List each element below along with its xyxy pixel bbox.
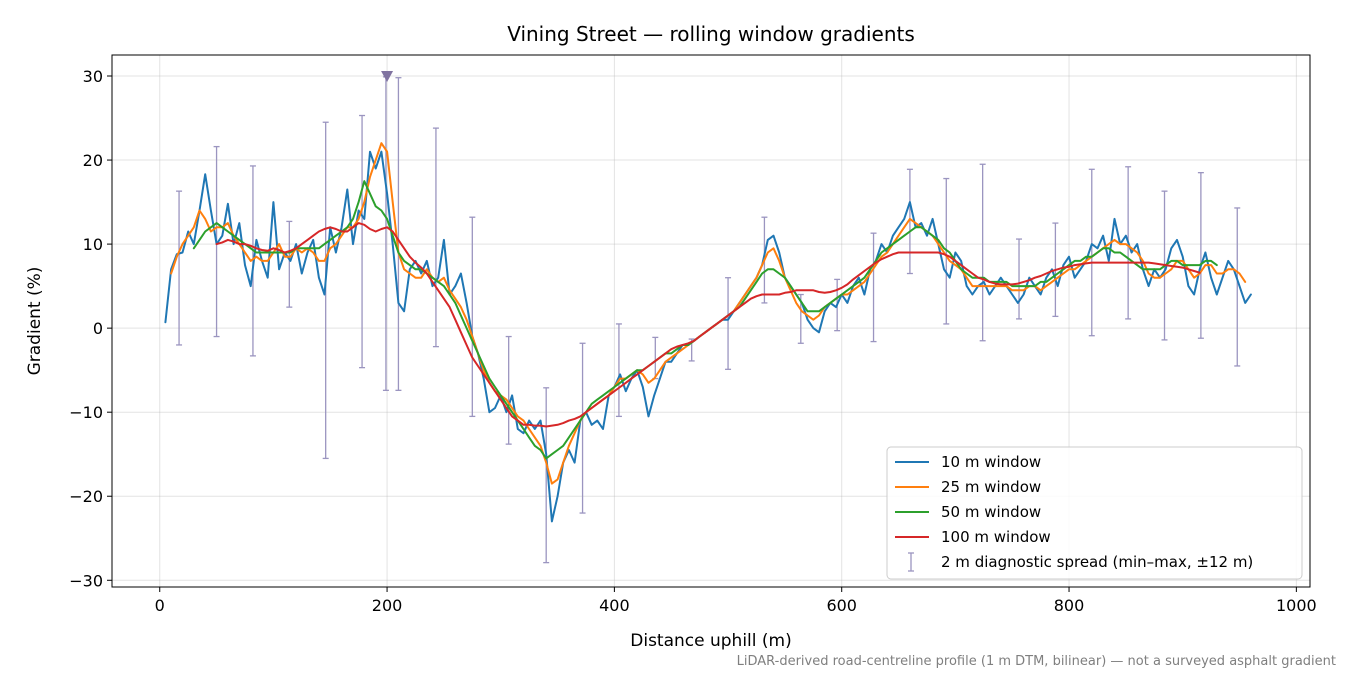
chart-title: Vining Street — rolling window gradients — [507, 22, 915, 46]
diagnostic-errorbar — [395, 77, 402, 391]
diagnostic-errorbar — [505, 335, 512, 445]
diagnostic-errorbar — [579, 342, 586, 514]
diagnostic-errorbar — [870, 232, 877, 343]
x-axis-label: Distance uphill (m) — [630, 631, 791, 651]
footnote: LiDAR-derived road-centreline profile (1… — [737, 654, 1336, 669]
y-axis-label: Gradient (%) — [25, 267, 45, 376]
diagnostic-errorbar — [1088, 168, 1095, 337]
diagnostic-errorbar — [286, 220, 293, 308]
diagnostic-errorbar — [469, 216, 476, 418]
y-tick-label: 20 — [83, 151, 103, 170]
diagnostic-errorbar — [1197, 172, 1204, 339]
diagnostic-errorbar — [725, 277, 732, 370]
legend-label-5: 2 m diagnostic spread (min–max, ±12 m) — [941, 553, 1253, 571]
peak-marker-triangle — [381, 71, 394, 83]
diagnostic-errorbar — [615, 323, 622, 418]
diagnostic-errorbar — [979, 163, 986, 342]
legend: 10 m window 25 m window 50 m window 100 m w… — [886, 446, 1303, 580]
legend-label-3: 50 m window — [941, 503, 1041, 521]
plot-frame — [111, 54, 1311, 588]
x-tick-label: 1000 — [1276, 596, 1317, 615]
x-tick-label: 600 — [826, 596, 857, 615]
x-tick-label: 200 — [372, 596, 403, 615]
y-tick-label: 0 — [93, 319, 103, 338]
legend-label-4: 100 m window — [941, 528, 1051, 546]
diagnostic-errorbar — [1016, 238, 1023, 320]
diagnostic-errorbar — [432, 127, 439, 348]
legend-label-2: 25 m window — [941, 478, 1041, 496]
diagnostic-errorbar — [176, 190, 183, 346]
diagnostic-errorbar — [1234, 207, 1241, 367]
y-tick-label: −30 — [69, 571, 103, 590]
diagnostic-errorbar — [906, 168, 913, 275]
axis-ticks: 0 200 400 600 800 1000 −30 −20 −10 0 10 20 30 — [69, 67, 1316, 615]
plot-area — [164, 71, 1252, 564]
diagnostic-errorbar — [543, 387, 550, 564]
y-tick-label: 30 — [83, 67, 103, 86]
y-tick-label: −20 — [69, 487, 103, 506]
x-tick-label: 800 — [1054, 596, 1085, 615]
y-tick-label: −10 — [69, 403, 103, 422]
x-tick-label: 400 — [599, 596, 630, 615]
legend-box — [886, 446, 1303, 580]
series-line-4 — [215, 222, 1201, 428]
x-tick-label: 0 — [155, 596, 165, 615]
legend-label-1: 10 m window — [941, 453, 1041, 471]
diagnostic-errorbar — [943, 177, 950, 325]
diagnostic-errorbar — [359, 114, 366, 369]
y-tick-label: 10 — [83, 235, 103, 254]
